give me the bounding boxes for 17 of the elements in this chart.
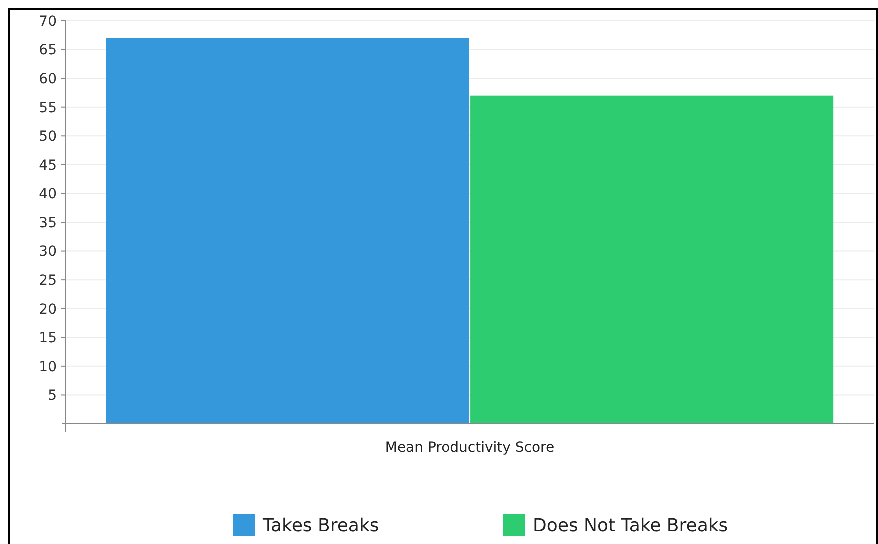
y-tick-label: 20 [39,302,57,318]
legend-label: Takes Breaks [262,515,380,536]
y-tick-label: 10 [39,359,57,376]
y-tick-label: 5 [48,388,57,404]
y-tick-label: 50 [39,129,57,146]
y-tick-label: 25 [39,272,57,289]
legend-label: Does Not Take Breaks [533,515,728,536]
y-tick-label: 55 [39,100,57,116]
y-tick-label: 35 [39,215,57,232]
y-tick-label: 40 [39,186,57,203]
y-tick-label: 15 [39,330,57,347]
y-tick-label: 65 [39,42,57,59]
y-tick-label: 70 [39,14,57,30]
y-tick-label: 30 [39,244,57,260]
y-tick-label: 45 [39,158,57,174]
x-tick-label: Mean Productivity Score [385,440,555,456]
y-tick-label: 60 [39,71,57,88]
